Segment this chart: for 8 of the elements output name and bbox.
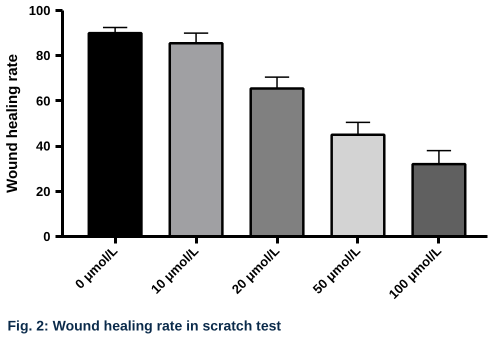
y-tick-label: 80 — [36, 48, 51, 64]
y-tick-label: 100 — [28, 3, 51, 18]
y-tick-label: 20 — [36, 184, 51, 199]
y-tick-label: 60 — [36, 93, 51, 108]
y-tick-label: 0 — [43, 229, 51, 244]
caption: Fig. 2: Wound healing rate in scratch test — [8, 318, 282, 334]
y-tick-label: 40 — [36, 138, 51, 154]
y-axis-title: Wound healing rate — [4, 54, 21, 193]
